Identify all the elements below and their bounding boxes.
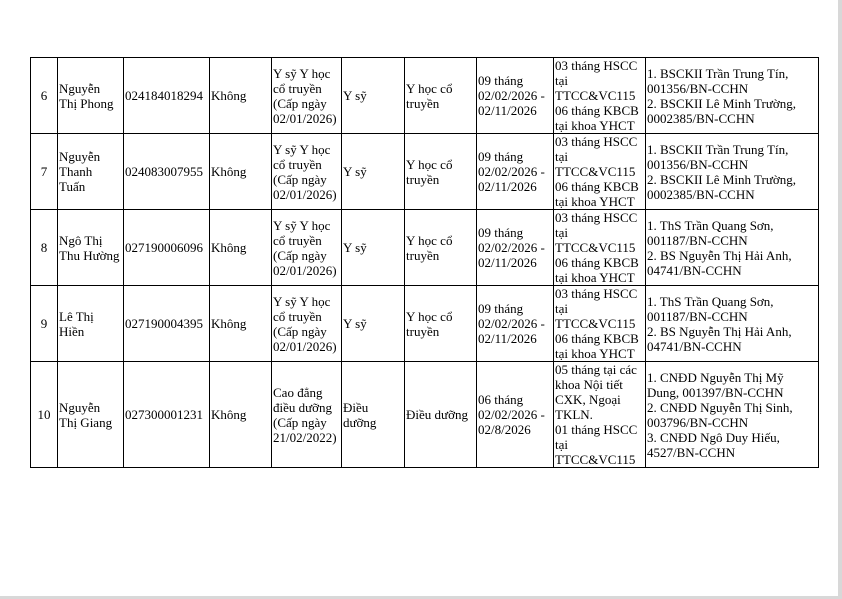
cell-flag: Không [209,285,272,362]
table-row: 6 Nguyễn Thị Phong 024184018294 Không Y sỹ Y… [30,57,819,134]
cell-period: 09 tháng 02/02/2026 - 02/11/2026 [476,133,554,210]
cell-scope: Y học cổ truyền [404,57,477,134]
cell-no: 7 [30,133,58,210]
cell-name: Nguyễn Thị Phong [57,57,124,134]
cell-name: Lê Thị Hiền [57,285,124,362]
cell-period: 09 tháng 02/02/2026 - 02/11/2026 [476,57,554,134]
cell-title: Y sỹ [341,57,405,134]
trainee-table: 6 Nguyễn Thị Phong 024184018294 Không Y sỹ Y… [30,57,819,468]
cell-degree: Y sỹ Y học cổ truyền (Cấp ngày 02/01/202… [271,285,342,362]
cell-id: 024184018294 [123,57,210,134]
cell-no: 8 [30,209,58,286]
cell-scope: Điều dưỡng [404,361,477,468]
table-row: 10 Nguyễn Thị Giang 027300001231 Không Cao đ… [30,361,819,468]
cell-id: 024083007955 [123,133,210,210]
cell-place: 03 tháng HSCC tại TTCC&VC115 06 tháng KB… [553,133,646,210]
cell-degree: Y sỹ Y học cổ truyền (Cấp ngày 02/01/202… [271,133,342,210]
cell-scope: Y học cổ truyền [404,133,477,210]
page-edge [838,0,842,599]
cell-supervisors: 1. BSCKII Trần Trung Tín, 001356/BN-CCHN… [645,133,819,210]
cell-no: 10 [30,361,58,468]
cell-title: Điều dưỡng [341,361,405,468]
cell-name: Ngô Thị Thu Hường [57,209,124,286]
cell-scope: Y học cổ truyền [404,209,477,286]
cell-id: 027190006096 [123,209,210,286]
cell-no: 9 [30,285,58,362]
cell-flag: Không [209,57,272,134]
cell-period: 09 tháng 02/02/2026 - 02/11/2026 [476,209,554,286]
cell-period: 06 tháng 02/02/2026 - 02/8/2026 [476,361,554,468]
cell-supervisors: 1. ThS Trần Quang Sơn, 001187/BN-CCHN 2.… [645,285,819,362]
cell-id: 027190004395 [123,285,210,362]
cell-flag: Không [209,209,272,286]
cell-place: 03 tháng HSCC tại TTCC&VC115 06 tháng KB… [553,209,646,286]
cell-supervisors: 1. BSCKII Trần Trung Tín, 001356/BN-CCHN… [645,57,819,134]
cell-name: Nguyễn Thị Giang [57,361,124,468]
cell-place: 05 tháng tại các khoa Nội tiết CXK, Ngoạ… [553,361,646,468]
cell-id: 027300001231 [123,361,210,468]
table-row: 8 Ngô Thị Thu Hường 027190006096 Không Y sỹ … [30,209,819,286]
cell-degree: Cao đẳng điều dưỡng (Cấp ngày 21/02/2022… [271,361,342,468]
cell-period: 09 tháng 02/02/2026 - 02/11/2026 [476,285,554,362]
cell-degree: Y sỹ Y học cổ truyền (Cấp ngày 02/01/202… [271,57,342,134]
cell-scope: Y học cổ truyền [404,285,477,362]
cell-name: Nguyễn Thanh Tuấn [57,133,124,210]
table-row: 7 Nguyễn Thanh Tuấn 024083007955 Không Y sỹ … [30,133,819,210]
cell-supervisors: 1. ThS Trần Quang Sơn, 001187/BN-CCHN 2.… [645,209,819,286]
cell-place: 03 tháng HSCC tại TTCC&VC115 06 tháng KB… [553,285,646,362]
table-row: 9 Lê Thị Hiền 027190004395 Không Y sỹ Y học … [30,285,819,362]
cell-title: Y sỹ [341,209,405,286]
cell-title: Y sỹ [341,133,405,210]
cell-place: 03 tháng HSCC tại TTCC&VC115 06 tháng KB… [553,57,646,134]
cell-flag: Không [209,361,272,468]
cell-flag: Không [209,133,272,210]
cell-no: 6 [30,57,58,134]
cell-degree: Y sỹ Y học cổ truyền (Cấp ngày 02/01/202… [271,209,342,286]
page-edge [0,596,842,599]
cell-supervisors: 1. CNĐD Nguyễn Thị Mỹ Dung, 001397/BN-CC… [645,361,819,468]
cell-title: Y sỹ [341,285,405,362]
